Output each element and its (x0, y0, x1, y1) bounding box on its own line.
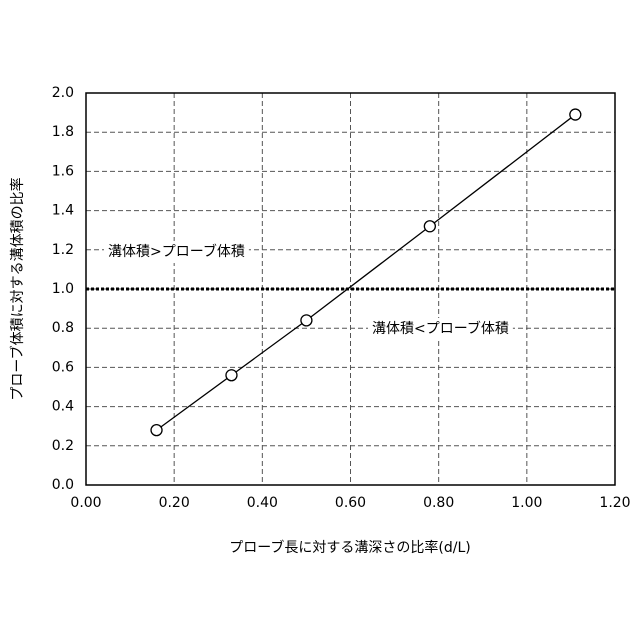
y-tick-label: 1.8 (52, 124, 74, 140)
data-point (151, 425, 162, 436)
annotation: 溝体積>プローブ体積 (108, 243, 245, 260)
x-tick-label: 1.00 (511, 495, 542, 511)
annotation: 溝体積<プローブ体積 (372, 320, 509, 337)
data-line (157, 115, 576, 431)
data-point (424, 221, 435, 232)
x-tick-label: 0.00 (70, 495, 101, 511)
x-tick-label: 0.60 (335, 495, 366, 511)
x-tick-label: 0.80 (423, 495, 454, 511)
y-tick-label: 0.6 (52, 359, 74, 375)
y-tick-label: 2.0 (52, 85, 74, 101)
x-axis-label: プローブ長に対する溝深さの比率(d/L) (229, 539, 471, 556)
y-tick-label: 1.4 (52, 203, 74, 219)
x-tick-label: 0.40 (247, 495, 278, 511)
y-tick-label: 0.4 (52, 399, 74, 415)
data-point (301, 315, 312, 326)
data-point (570, 109, 581, 120)
data-point (226, 370, 237, 381)
x-tick-label: 1.20 (599, 495, 630, 511)
y-tick-label: 0.2 (52, 438, 74, 454)
y-tick-label: 0.8 (52, 320, 74, 336)
x-tick-label: 0.20 (159, 495, 190, 511)
y-tick-label: 1.0 (52, 281, 74, 297)
y-tick-label: 1.6 (52, 163, 74, 179)
y-tick-label: 0.0 (52, 477, 74, 493)
y-axis-label: プローブ体積に対する溝体積の比率 (9, 177, 26, 400)
y-tick-label: 1.2 (52, 242, 74, 258)
